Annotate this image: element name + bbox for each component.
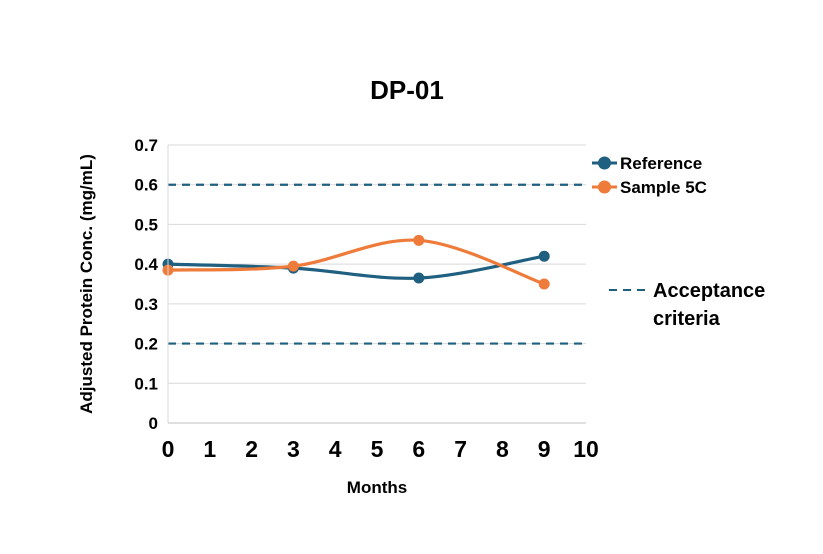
y-tick-label: 0.3: [134, 295, 158, 314]
y-tick-labels: 0 0.1 0.2 0.3 0.4 0.5 0.6 0.7: [134, 136, 158, 433]
x-tick-label: 9: [538, 436, 551, 462]
y-tick-label: 0.4: [134, 255, 158, 274]
gridlines: [168, 144, 586, 384]
x-tick-labels: 0 1 2 3 4 5 6 7 8 9 10: [162, 436, 599, 462]
chart-title: DP-01: [370, 75, 444, 105]
y-tick-label: 0.6: [134, 176, 158, 195]
reference-point: [413, 272, 425, 284]
sample-5c-line: [167, 238, 545, 286]
acceptance-legend-line2: criteria: [653, 308, 721, 330]
x-axis-label: Months: [347, 478, 407, 497]
legend-swatch-marker-reference: [598, 156, 611, 170]
x-tick-label: 8: [496, 436, 509, 462]
x-tick-label: 10: [573, 436, 599, 462]
series-group: [162, 234, 550, 290]
x-tick-label: 5: [371, 436, 384, 462]
x-tick-label: 7: [454, 436, 467, 462]
plot-area: [162, 144, 586, 424]
y-tick-label: 0.5: [134, 215, 158, 234]
x-tick-label: 4: [329, 436, 342, 462]
legend-label-sample-5c: Sample 5C: [620, 178, 707, 197]
reference-line: [167, 254, 545, 280]
y-tick-label: 0.2: [134, 335, 158, 354]
legend-swatch-marker-sample-5c: [598, 180, 611, 194]
y-tick-label: 0: [149, 414, 158, 433]
y-axis-label: Adjusted Protein Conc. (mg/mL): [77, 154, 96, 414]
acceptance-legend: Acceptance criteria: [609, 280, 765, 330]
sample-5c-point: [413, 234, 425, 246]
x-tick-label: 1: [203, 436, 216, 462]
x-tick-label: 6: [412, 436, 425, 462]
reference-point: [538, 250, 550, 262]
y-tick-label: 0.7: [134, 136, 158, 155]
legend-label-reference: Reference: [620, 154, 702, 173]
sample-5c-point: [538, 278, 550, 290]
x-tick-label: 2: [245, 436, 258, 462]
x-tick-label: 0: [162, 436, 175, 462]
acceptance-legend-line1: Acceptance: [653, 280, 765, 302]
legend: Reference Sample 5C: [592, 154, 707, 197]
x-tick-label: 3: [287, 436, 300, 462]
sample-5c-point: [287, 260, 299, 272]
y-tick-label: 0.1: [134, 374, 158, 393]
